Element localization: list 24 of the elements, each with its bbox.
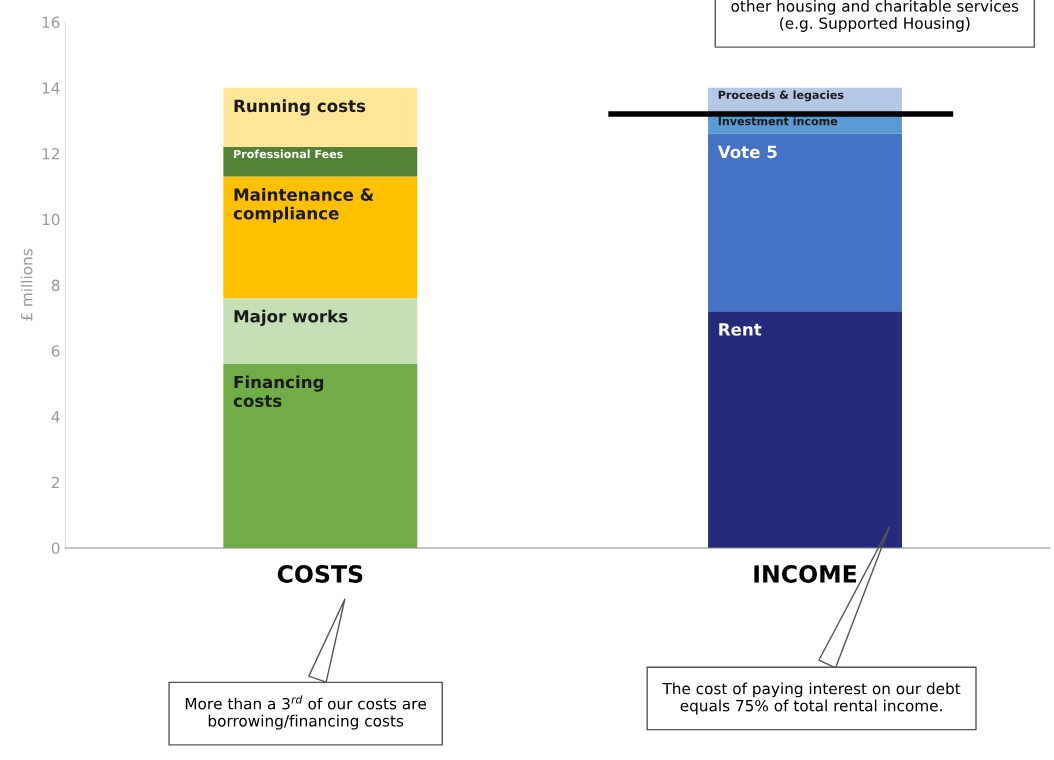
x-tick-label: COSTS [277, 565, 363, 583]
series-label: Professional Fees [234, 149, 343, 159]
series-label: Maintenance & compliance [233, 188, 374, 223]
text: More than a 3$^{rd}$ of our costs are borrowing/financing costs [185, 695, 427, 730]
series-label: Vote 5 [717, 145, 777, 159]
series-label: Running costs [234, 99, 366, 116]
y-tick-label: 14 [42, 82, 60, 94]
y-tick-label: 4 [51, 411, 60, 423]
y-tick-label: 12 [42, 147, 59, 160]
y-tick-label: 6 [51, 345, 60, 357]
series-label: Proceeds & legacies [718, 90, 844, 102]
y-tick-label: 10 [42, 213, 60, 226]
text: The cost of paying interest on our debt equals 75% of total rental income. [662, 682, 961, 715]
y-axis-title: £ millions [20, 249, 33, 321]
y-tick-label: 16 [42, 16, 60, 29]
series-label: Rent [719, 323, 762, 336]
annotation: other housing and charitable services (e.g. Supported Housing) [731, 0, 1019, 32]
y-tick-label: 0 [51, 542, 60, 554]
y-tick-label: 2 [51, 476, 59, 489]
x-tick-label: INCOME [754, 565, 857, 583]
series-label: Major works [234, 309, 348, 326]
series-label: Investment income [718, 116, 838, 126]
y-tick-label: 8 [51, 279, 60, 292]
series-label: Financing costs [233, 375, 324, 408]
